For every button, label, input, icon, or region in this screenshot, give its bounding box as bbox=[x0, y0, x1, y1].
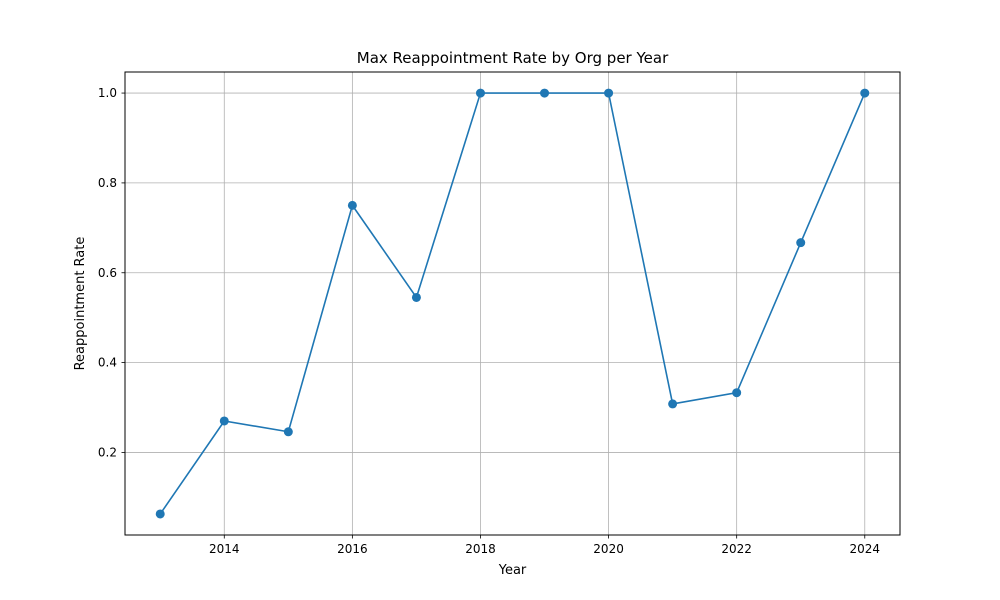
data-point bbox=[796, 238, 806, 248]
x-axis-label: Year bbox=[498, 563, 527, 578]
plot-frame bbox=[124, 71, 901, 536]
y-tick-label: 1.0 bbox=[98, 86, 117, 100]
x-tick-label: 2014 bbox=[209, 542, 240, 556]
x-tick-label: 2016 bbox=[337, 542, 368, 556]
data-point bbox=[732, 388, 742, 398]
data-point bbox=[604, 88, 614, 98]
y-tick-label: 0.2 bbox=[98, 445, 117, 459]
x-tick-label: 2022 bbox=[721, 542, 752, 556]
x-axis-ticks: 2014 2016 2018 2020 2022 2024 bbox=[209, 535, 880, 556]
data-point bbox=[219, 416, 229, 426]
data-point bbox=[668, 399, 678, 409]
data-point bbox=[283, 427, 293, 437]
grid-lines bbox=[125, 72, 900, 535]
data-point bbox=[540, 88, 550, 98]
y-axis-ticks: 0.2 0.4 0.6 0.8 1.0 bbox=[98, 86, 125, 459]
y-tick-label: 0.8 bbox=[98, 176, 117, 190]
data-point bbox=[155, 509, 165, 519]
series-group bbox=[155, 88, 870, 519]
data-point bbox=[411, 292, 421, 302]
data-point bbox=[347, 200, 357, 210]
x-tick-label: 2024 bbox=[849, 542, 880, 556]
data-point bbox=[475, 88, 485, 98]
x-tick-label: 2018 bbox=[465, 542, 496, 556]
y-tick-label: 0.6 bbox=[98, 266, 117, 280]
chart-title: Max Reappointment Rate by Org per Year bbox=[357, 49, 669, 67]
data-point bbox=[860, 88, 870, 98]
x-tick-label: 2020 bbox=[593, 542, 624, 556]
series-line bbox=[159, 92, 866, 515]
y-axis-label: Reappointment Rate bbox=[73, 237, 88, 371]
y-tick-label: 0.4 bbox=[98, 356, 117, 370]
